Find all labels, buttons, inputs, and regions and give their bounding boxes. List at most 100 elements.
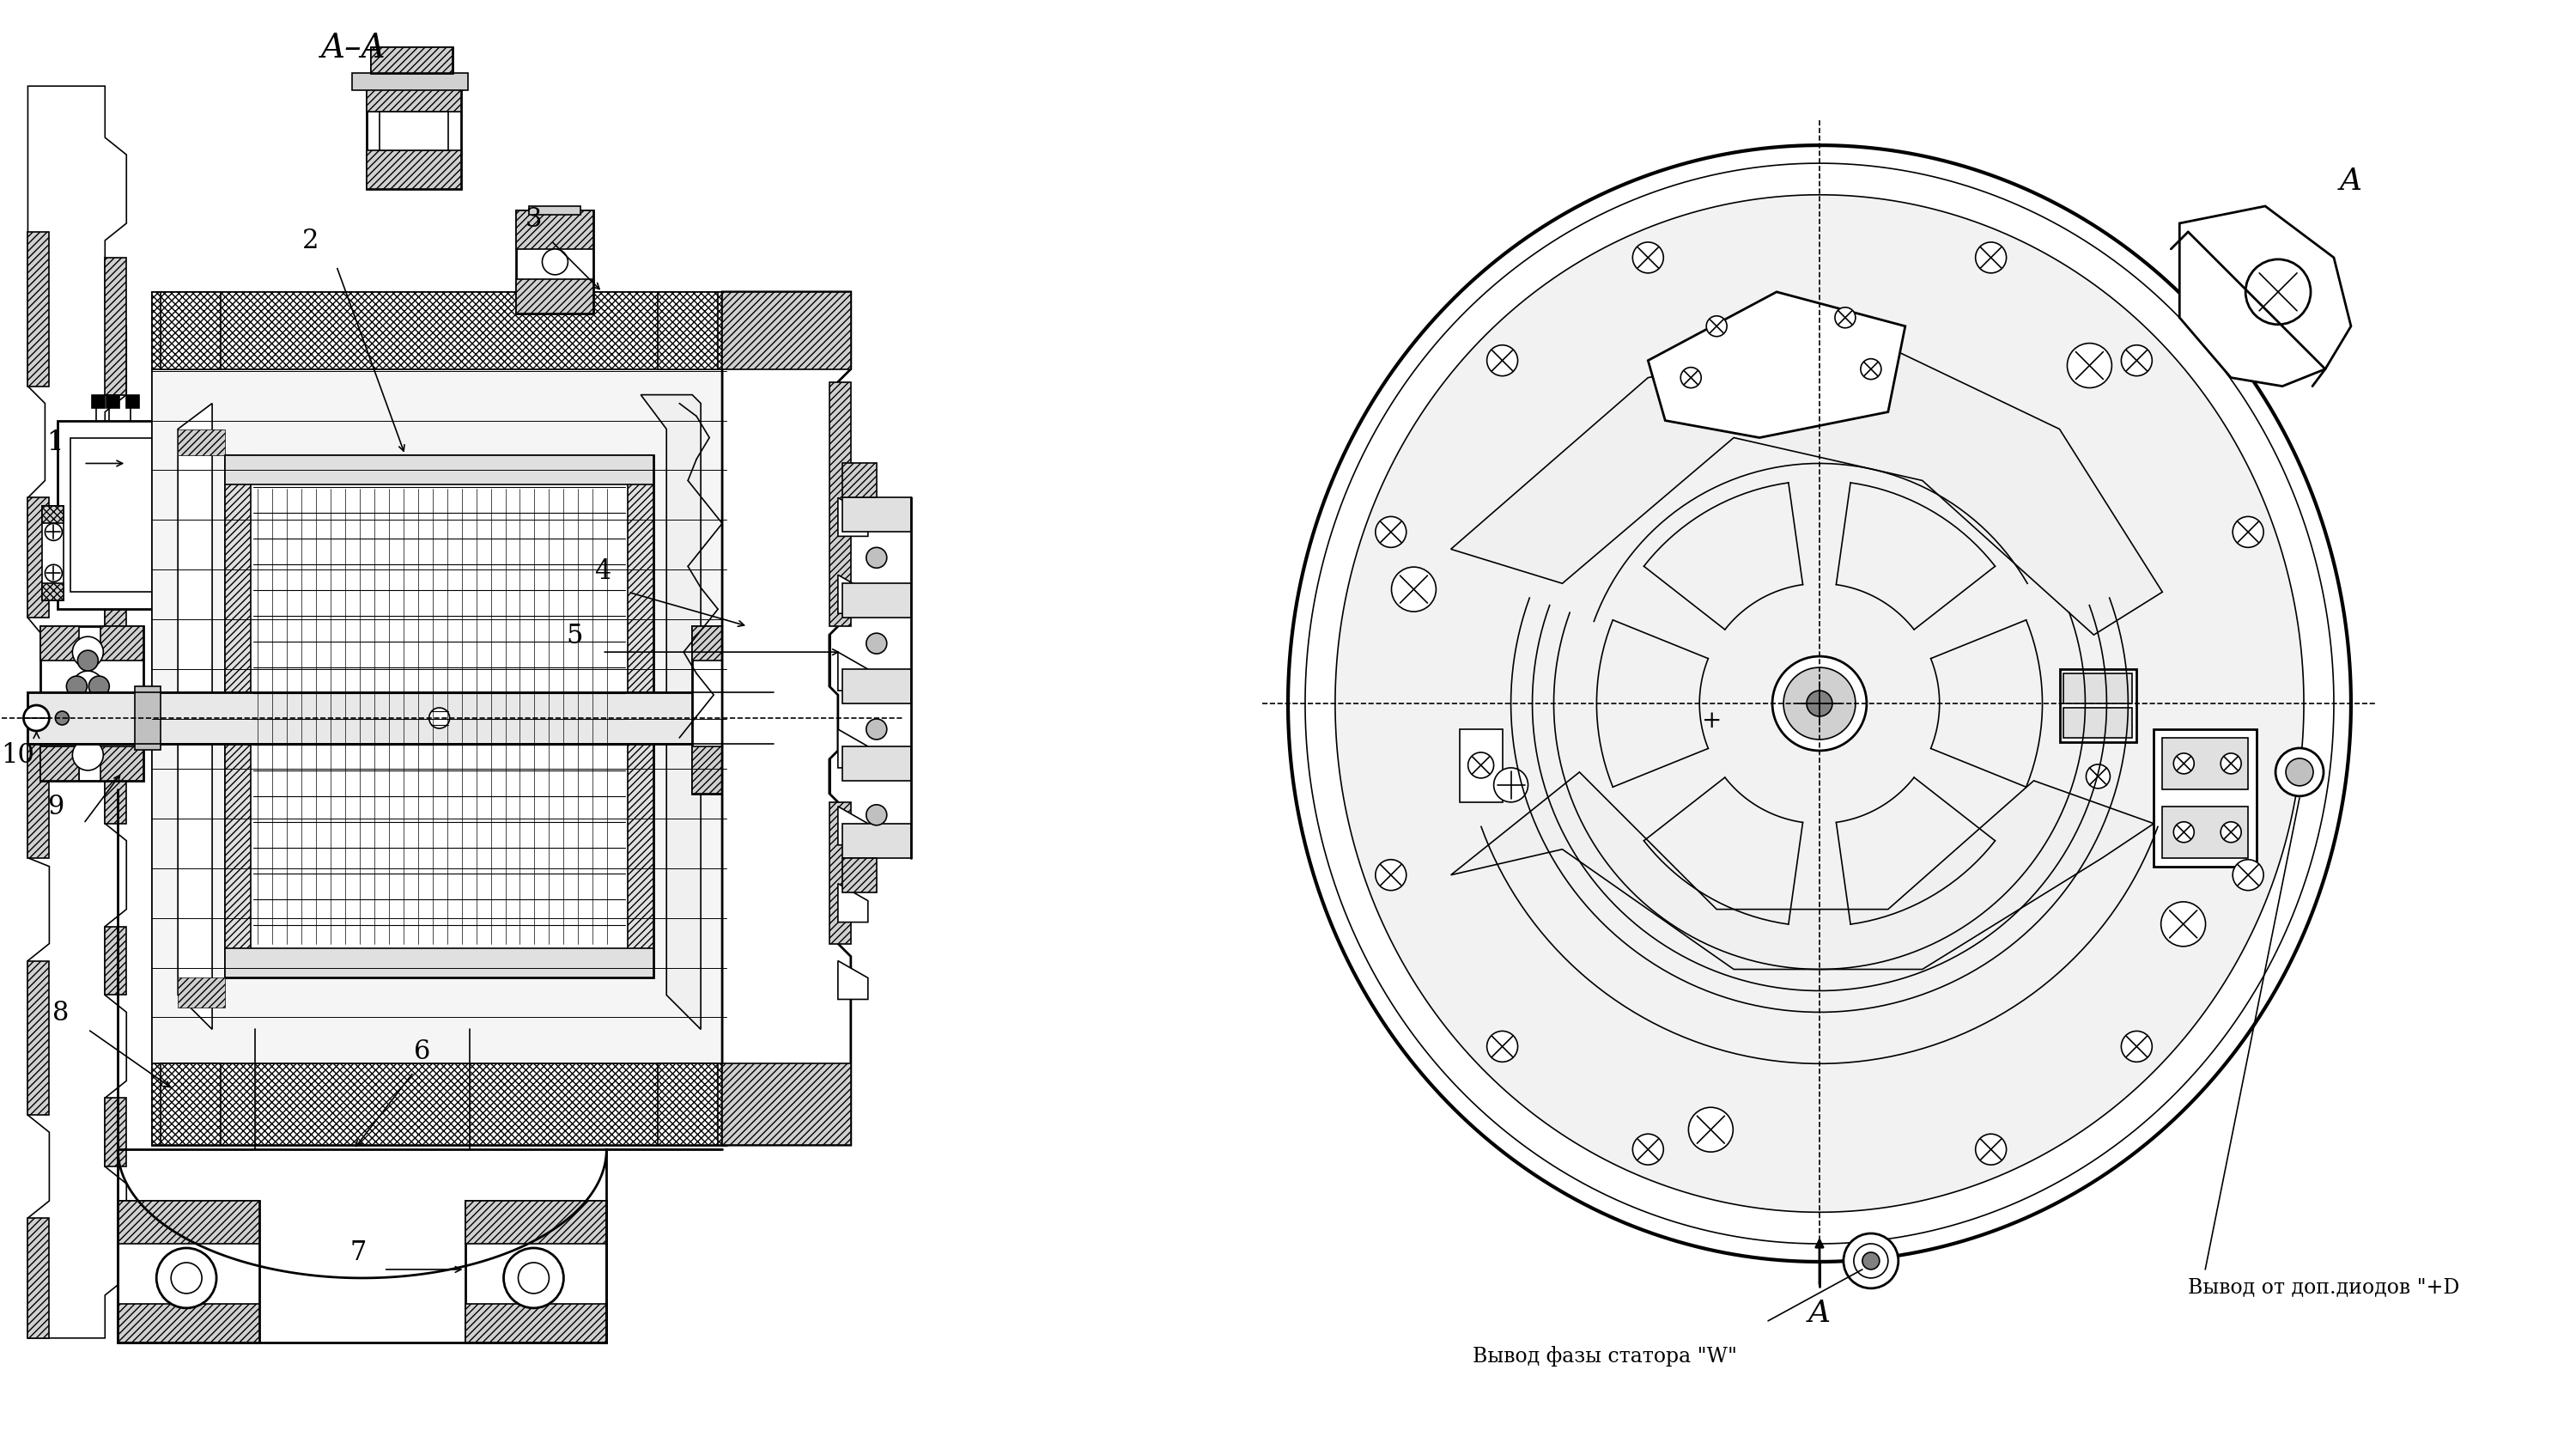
Text: 5: 5 — [567, 622, 582, 648]
Polygon shape — [778, 747, 824, 793]
Circle shape — [1834, 308, 1855, 329]
Bar — [152, 293, 726, 1145]
Circle shape — [72, 706, 103, 737]
Bar — [2063, 674, 2133, 704]
Polygon shape — [160, 1063, 222, 1145]
Text: 4: 4 — [595, 558, 611, 585]
Polygon shape — [842, 858, 876, 892]
Bar — [2161, 739, 2249, 789]
Bar — [726, 670, 791, 769]
Circle shape — [747, 655, 768, 675]
Bar — [2154, 730, 2257, 867]
Bar — [224, 948, 654, 979]
Polygon shape — [178, 430, 224, 456]
Bar — [629, 456, 654, 979]
Circle shape — [44, 565, 62, 582]
Polygon shape — [1306, 164, 2334, 1244]
Text: 2: 2 — [301, 228, 319, 254]
Circle shape — [2233, 517, 2264, 547]
Polygon shape — [842, 499, 912, 533]
Polygon shape — [366, 79, 461, 112]
Polygon shape — [837, 884, 868, 923]
Bar — [224, 456, 250, 979]
Circle shape — [541, 250, 567, 276]
Circle shape — [2120, 1032, 2151, 1062]
Polygon shape — [829, 382, 850, 627]
Bar — [2161, 806, 2249, 858]
Circle shape — [747, 716, 768, 736]
Bar — [693, 627, 829, 793]
Circle shape — [1468, 753, 1494, 779]
Polygon shape — [657, 293, 719, 369]
Circle shape — [2246, 260, 2311, 325]
Polygon shape — [641, 395, 701, 1029]
Circle shape — [88, 677, 108, 697]
Circle shape — [54, 711, 70, 726]
Bar — [152, 369, 726, 1063]
Bar — [106, 395, 118, 408]
Circle shape — [1680, 368, 1700, 388]
Circle shape — [866, 805, 886, 826]
Circle shape — [518, 1263, 549, 1293]
Text: A–A: A–A — [322, 33, 386, 65]
Text: Вывод от доп.диодов "+D: Вывод от доп.диодов "+D — [2187, 1277, 2460, 1296]
Polygon shape — [837, 806, 868, 845]
Polygon shape — [721, 293, 850, 369]
Circle shape — [1976, 243, 2007, 273]
Circle shape — [2174, 822, 2195, 842]
Polygon shape — [41, 747, 80, 782]
Circle shape — [1633, 243, 1664, 273]
Circle shape — [2120, 346, 2151, 376]
Polygon shape — [106, 259, 126, 395]
Polygon shape — [842, 823, 912, 858]
Polygon shape — [778, 627, 824, 661]
Bar — [1461, 730, 1502, 802]
Polygon shape — [721, 1063, 850, 1145]
Polygon shape — [837, 499, 868, 537]
Polygon shape — [837, 730, 868, 769]
Polygon shape — [100, 627, 144, 661]
Polygon shape — [100, 747, 144, 782]
Text: 3: 3 — [526, 207, 541, 233]
Polygon shape — [28, 721, 49, 858]
Circle shape — [505, 1249, 564, 1308]
Circle shape — [1783, 668, 1855, 740]
Bar — [379, 112, 448, 151]
Text: A: A — [2339, 167, 2362, 195]
Circle shape — [23, 706, 49, 731]
Polygon shape — [1288, 147, 2352, 1262]
Circle shape — [747, 685, 768, 706]
Circle shape — [1494, 769, 1528, 802]
Polygon shape — [721, 293, 850, 1145]
Polygon shape — [41, 747, 80, 782]
Polygon shape — [515, 211, 592, 250]
Polygon shape — [837, 961, 868, 1000]
Polygon shape — [1334, 195, 2303, 1213]
Polygon shape — [178, 979, 224, 1009]
Circle shape — [1844, 1233, 1899, 1289]
Polygon shape — [178, 404, 211, 1029]
Polygon shape — [1450, 773, 2154, 970]
Bar — [57, 421, 209, 609]
Circle shape — [747, 744, 768, 766]
Bar — [126, 395, 139, 408]
Polygon shape — [693, 627, 734, 661]
Polygon shape — [837, 652, 868, 691]
Circle shape — [77, 703, 98, 723]
Circle shape — [2233, 859, 2264, 891]
Circle shape — [2161, 902, 2205, 947]
Polygon shape — [28, 233, 49, 387]
Polygon shape — [1450, 335, 2161, 635]
Polygon shape — [106, 1098, 126, 1167]
Circle shape — [1633, 1134, 1664, 1165]
Polygon shape — [693, 747, 734, 793]
Circle shape — [1976, 1134, 2007, 1165]
Bar — [515, 211, 592, 315]
Bar — [466, 1201, 605, 1342]
Text: 6: 6 — [415, 1038, 430, 1065]
Circle shape — [1486, 1032, 1517, 1062]
Bar — [706, 683, 732, 754]
Polygon shape — [366, 151, 461, 190]
Polygon shape — [466, 1201, 605, 1244]
Circle shape — [2221, 822, 2241, 842]
